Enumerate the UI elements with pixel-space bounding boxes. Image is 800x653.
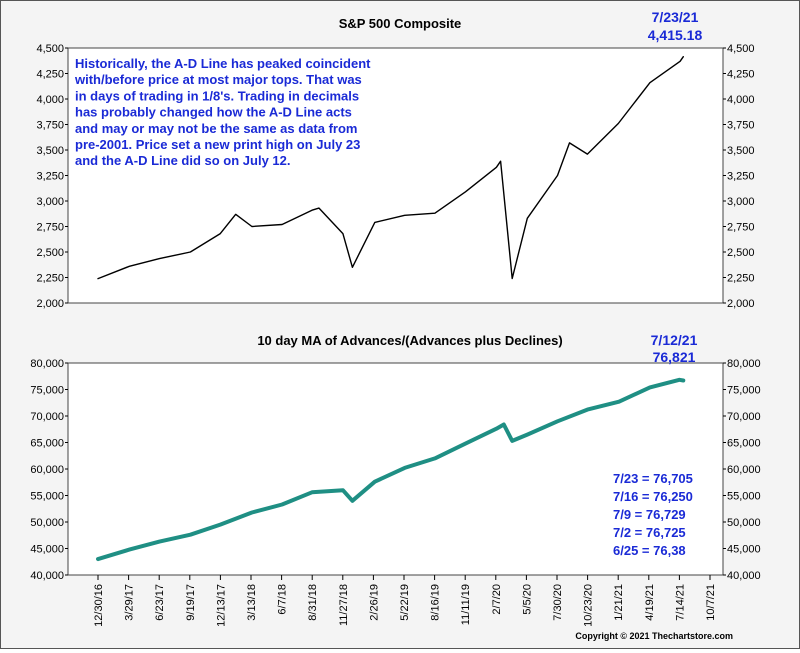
ad-y-tick-left: 50,000 bbox=[30, 517, 64, 529]
sp500-series bbox=[97, 56, 684, 280]
sp500-y-tick-right: 3,250 bbox=[727, 171, 755, 183]
ad-annotation-value: 76,821 bbox=[653, 349, 696, 365]
sp500-commentary-line: in days of trading in 1/8's. Trading in … bbox=[75, 88, 359, 103]
x-tick-label: 12/13/17 bbox=[215, 584, 227, 627]
x-tick-label: 6/7/18 bbox=[277, 584, 289, 615]
x-tick-label: 11/27/18 bbox=[338, 584, 350, 626]
sp500-y-tick-left: 4,000 bbox=[36, 94, 64, 106]
ad-y-tick-left: 45,000 bbox=[30, 544, 64, 556]
x-tick-label: 3/13/18 bbox=[246, 584, 258, 621]
sp500-commentary-line: pre-2001. Price set a new print high on … bbox=[75, 137, 360, 152]
x-tick-label: 11/11/19 bbox=[460, 584, 472, 625]
ad-y-tick-right: 65,000 bbox=[727, 438, 761, 450]
x-tick-label: 2/7/20 bbox=[491, 584, 503, 615]
sp500-y-tick-left: 3,750 bbox=[36, 120, 64, 132]
ad-y-tick-right: 50,000 bbox=[727, 517, 761, 529]
ad-reading: 7/9 = 76,729 bbox=[613, 507, 686, 522]
x-axis-ticks: 12/30/16 3/29/17 6/23/17 9/19/17 12/13/17 3/1… bbox=[93, 575, 717, 627]
sp500-commentary-line: and the A-D Line did so on July 12. bbox=[75, 153, 290, 168]
sp500-y-tick-left: 2,500 bbox=[36, 247, 64, 259]
ad-reading: 6/25 = 76,38 bbox=[613, 543, 686, 558]
sp500-annotation-value: 4,415.18 bbox=[648, 27, 703, 43]
sp500-y-tick-right: 4,500 bbox=[727, 43, 755, 55]
sp500-commentary-line: with/before price at most major tops. Th… bbox=[74, 72, 362, 87]
x-tick-label: 5/22/19 bbox=[399, 584, 411, 621]
x-tick-label: 12/30/16 bbox=[93, 584, 105, 627]
sp500-y-tick-left: 2,000 bbox=[36, 298, 64, 310]
sp500-y-tick-left: 4,500 bbox=[36, 43, 64, 55]
sp500-y-tick-right: 2,750 bbox=[727, 222, 755, 234]
ad-y-tick-left: 60,000 bbox=[30, 464, 64, 476]
sp500-commentary-line: has probably changed how the A-D Line ac… bbox=[75, 105, 352, 120]
ad-reading: 7/16 = 76,250 bbox=[613, 489, 693, 504]
ad-reading: 7/23 = 76,705 bbox=[613, 471, 693, 486]
ad-y-tick-right: 70,000 bbox=[727, 411, 761, 423]
ad-y-tick-left: 70,000 bbox=[30, 411, 64, 423]
x-tick-label: 4/19/21 bbox=[644, 584, 656, 621]
sp500-y-tick-right: 4,250 bbox=[727, 69, 755, 81]
sp500-y-tick-right: 3,750 bbox=[727, 120, 755, 132]
sp500-y-tick-left: 3,000 bbox=[36, 196, 64, 208]
sp500-y-tick-left: 2,750 bbox=[36, 222, 64, 234]
sp500-title: S&P 500 Composite bbox=[339, 16, 462, 31]
x-tick-label: 10/23/20 bbox=[583, 584, 595, 627]
sp500-y-tick-right: 4,000 bbox=[727, 94, 755, 106]
x-tick-label: 8/31/18 bbox=[307, 584, 319, 621]
x-tick-label: 2/26/19 bbox=[368, 584, 380, 621]
ad-y-tick-right: 75,000 bbox=[727, 385, 761, 397]
sp500-y-tick-right: 3,000 bbox=[727, 196, 755, 208]
ad-y-tick-left: 40,000 bbox=[30, 570, 64, 582]
ad-y-tick-right: 45,000 bbox=[727, 544, 761, 556]
ad-y-tick-left: 55,000 bbox=[30, 491, 64, 503]
ad-y-tick-right: 55,000 bbox=[727, 491, 761, 503]
sp500-y-tick-left: 2,250 bbox=[36, 273, 64, 285]
x-tick-label: 7/30/20 bbox=[552, 584, 564, 621]
ad-y-tick-left: 65,000 bbox=[30, 438, 64, 450]
ad-y-tick-right: 40,000 bbox=[727, 570, 761, 582]
sp500-annotation-date: 7/23/21 bbox=[652, 9, 699, 25]
copyright-text: Copyright © 2021 Thechartstore.com bbox=[575, 631, 733, 641]
ad-annotation-date: 7/12/21 bbox=[651, 332, 698, 348]
sp500-commentary: Historically, the A-D Line has peaked co… bbox=[74, 56, 371, 168]
sp500-y-tick-right: 3,500 bbox=[727, 145, 755, 157]
x-tick-label: 6/23/17 bbox=[154, 584, 166, 621]
sp500-plot-area bbox=[67, 47, 724, 304]
ad-series-line bbox=[96, 377, 686, 562]
x-tick-label: 10/7/21 bbox=[705, 584, 717, 621]
x-tick-label: 1/21/21 bbox=[613, 584, 625, 621]
sp500-y-ticks: 2,000 2,000 2,250 2,250 2,500 2,500 2,750 2,750… bbox=[36, 43, 754, 310]
sp500-series-line bbox=[97, 56, 684, 280]
sp500-commentary-line: Historically, the A-D Line has peaked co… bbox=[75, 56, 371, 71]
x-tick-label: 7/14/21 bbox=[674, 584, 686, 621]
ad-title: 10 day MA of Advances/(Advances plus Dec… bbox=[257, 333, 562, 348]
ad-y-tick-left: 80,000 bbox=[30, 358, 64, 370]
sp500-commentary-line: and may or may not be the same as data f… bbox=[75, 121, 357, 136]
x-tick-label: 5/5/20 bbox=[521, 584, 533, 615]
ad-readings: 7/23 = 76,705 7/16 = 76,250 7/9 = 76,729 7/… bbox=[613, 471, 693, 558]
sp500-y-tick-left: 4,250 bbox=[36, 69, 64, 81]
x-tick-label: 3/29/17 bbox=[124, 584, 136, 621]
sp500-y-tick-left: 3,500 bbox=[36, 145, 64, 157]
ad-y-tick-right: 80,000 bbox=[727, 358, 761, 370]
ad-y-tick-right: 60,000 bbox=[727, 464, 761, 476]
sp500-y-tick-right: 2,500 bbox=[727, 247, 755, 259]
sp500-y-tick-right: 2,250 bbox=[727, 273, 755, 285]
ad-reading: 7/2 = 76,725 bbox=[613, 525, 686, 540]
x-tick-label: 9/19/17 bbox=[185, 584, 197, 621]
sp500-y-tick-right: 2,000 bbox=[727, 298, 755, 310]
ad-y-tick-left: 75,000 bbox=[30, 385, 64, 397]
x-tick-label: 8/16/19 bbox=[430, 584, 442, 621]
ad-y-ticks: 40,000 40,000 45,000 45,000 50,000 50,000 55,0… bbox=[30, 358, 760, 582]
ad-series bbox=[96, 377, 686, 562]
sp500-y-tick-left: 3,250 bbox=[36, 171, 64, 183]
